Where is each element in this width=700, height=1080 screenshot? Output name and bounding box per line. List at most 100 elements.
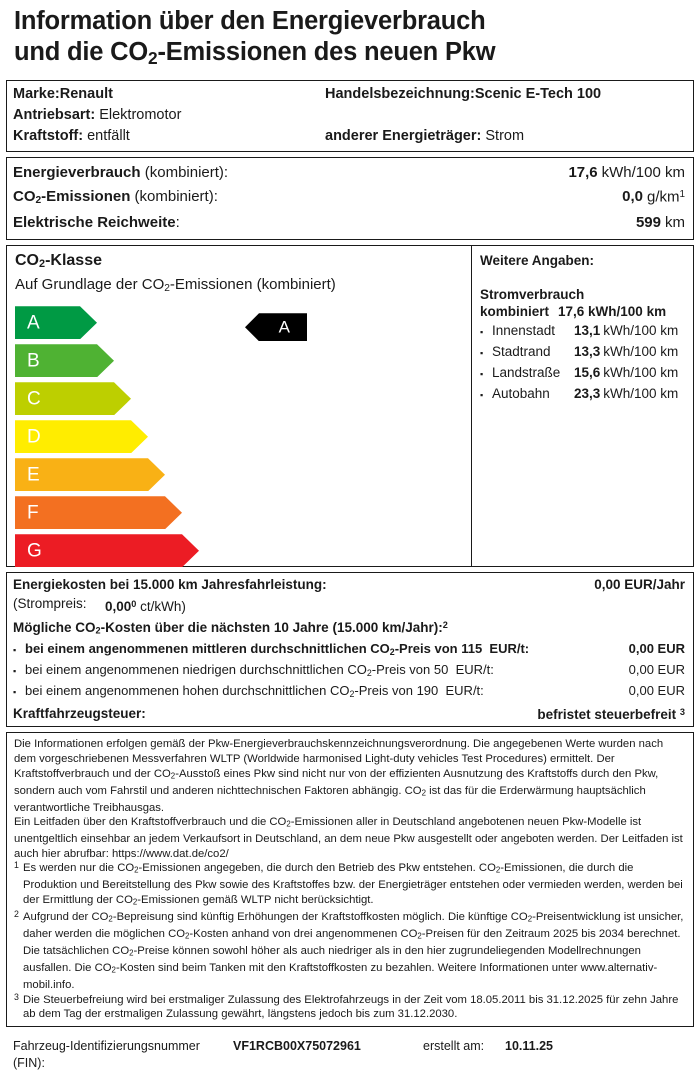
- row-strompreis: (Strompreis: 0,000 ct/kWh): [13, 595, 685, 616]
- antriebsart-value: Elektromotor: [99, 106, 182, 123]
- co2-cost-text-b: -Preis von: [371, 662, 431, 678]
- list-bullet-icon: ▪: [13, 666, 17, 677]
- footnote-1-c: -Emissionen, die durch die Produktion un…: [23, 862, 683, 907]
- energieverbrauch-unit: kWh/100 km: [601, 163, 685, 181]
- co2-cost-value: 0,00 EUR: [628, 682, 685, 698]
- kfz-steuer-value: befristet steuerbefreit: [537, 706, 677, 722]
- identity-row-kraftstoff: Kraftstoff: entfällt anderer Energieträg…: [13, 126, 687, 147]
- co2-costs-heading-subscript: 2: [95, 625, 101, 636]
- antriebsart-label: Antriebsart:: [13, 106, 96, 123]
- efficiency-bar-letter: D: [27, 426, 41, 448]
- energietraeger-label: anderer Energieträger:: [325, 127, 482, 144]
- energieverbrauch-label-rest: (kombiniert):: [140, 163, 229, 181]
- marke-label: Marke:: [13, 85, 60, 102]
- efficiency-bar-letter: B: [27, 350, 40, 372]
- energieverbrauch-label: Energieverbrauch (kombiniert):: [13, 162, 568, 184]
- efficiency-bar-letter: E: [27, 464, 40, 486]
- legal-p1-sub2: 2: [421, 788, 426, 798]
- list-bullet-icon: ▪: [13, 686, 17, 697]
- list-bullet-icon: ▪: [480, 327, 484, 338]
- co2-costs-heading-footnote: 2: [442, 619, 448, 630]
- efficiency-bar-shape: [15, 458, 165, 491]
- efficiency-bar-c: C: [15, 382, 199, 415]
- stromverbrauch-item-unit: kWh/100 km: [603, 365, 679, 381]
- stromverbrauch-combined-label: kombiniert: [480, 304, 550, 320]
- stromverbrauch-combined-row: kombiniert 17,6 kWh/100 km: [480, 303, 689, 321]
- co2-cost-unit: EUR/t:: [489, 641, 530, 657]
- co2-cost-text-b: -Preis von: [394, 641, 458, 657]
- stromverbrauch-item-value: 15,6: [574, 365, 601, 381]
- footnote-1-sub1: 2: [134, 865, 139, 875]
- energietraeger-field: anderer Energieträger: Strom: [325, 126, 687, 147]
- legal-disclaimer-block: Die Informationen erfolgen gemäß der Pkw…: [6, 732, 694, 1027]
- handelsbezeichnung-value: Scenic E-Tech 100: [474, 85, 602, 102]
- marke-field: Marke:Renault: [13, 84, 325, 105]
- legal-p1-a: Die Informationen erfolgen gemäß der Pkw…: [14, 738, 664, 780]
- footer-row: Fahrzeug-Identifizierungsnummer (FIN): V…: [6, 1032, 694, 1072]
- kfz-steuer-footnote: 3: [679, 706, 685, 717]
- legal-p2-sub: 2: [286, 819, 291, 829]
- footnote-2-g: -Kosten sind beim Tanken mit den Kraftst…: [23, 962, 658, 992]
- fin-label: Fahrzeug-Identifizierungsnummer (FIN):: [13, 1038, 200, 1070]
- co2-cost-row: ▪ bei einem angenommenen hohen durchschni…: [13, 682, 685, 703]
- identity-row-marke: Marke:Renault Handelsbezeichnung:Scenic …: [13, 84, 687, 105]
- efficiency-bar-f: F: [15, 496, 199, 529]
- co2-cost-row: ▪ bei einem angenommenen mittleren durchs…: [13, 640, 685, 661]
- consumption-block: Energieverbrauch (kombiniert): 17,6 kWh/…: [6, 156, 694, 241]
- stromverbrauch-item: ▪ Stadtrand 13,3 kWh/100 km: [480, 342, 689, 363]
- efficiency-bar-letter: G: [27, 540, 42, 562]
- co2-class-marker: A: [245, 313, 307, 342]
- efficiency-bar-d: D: [15, 420, 199, 453]
- legal-p1-c: ist das für die Erderwärmung hauptsächli…: [14, 784, 646, 814]
- title-co2-subscript: 2: [148, 47, 158, 68]
- co2-emissionen-label: CO2-Emissionen (kombiniert):: [13, 186, 622, 212]
- stromverbrauch-item-label: Autobahn: [492, 386, 550, 402]
- co2-cost-text-a: bei einem angenommenen mittleren durchsc…: [25, 641, 390, 657]
- footnote-1-a: Es werden nur die CO: [23, 862, 135, 875]
- co2-cost-subscript: 2: [366, 667, 372, 678]
- reichweite-unit: km: [665, 214, 685, 232]
- footnote-3: 3 Die Steuerbefreiung wird bei erstmalig…: [14, 992, 686, 1022]
- co2-class-heading-subscript: 2: [39, 258, 46, 271]
- list-bullet-icon: ▪: [13, 645, 17, 656]
- reichweite-value: 599: [635, 214, 661, 232]
- stromverbrauch-combined-unit: kWh/100 km: [588, 304, 667, 320]
- efficiency-bar-shape: [15, 382, 131, 415]
- footnote-1-sub2: 2: [495, 865, 501, 875]
- co2-label-part-b: -Emissionen: [41, 188, 131, 206]
- legal-p2-a: Ein Leitfaden über den Kraftstoffverbrau…: [14, 816, 287, 829]
- antriebsart-field: Antriebsart: Elektromotor: [13, 105, 325, 126]
- kraftstoff-field: Kraftstoff: entfällt: [13, 126, 325, 147]
- co2-cost-price: 50: [433, 662, 449, 678]
- efficiency-bar-e: E: [15, 458, 199, 491]
- vehicle-identity-block: Marke:Renault Handelsbezeichnung:Scenic …: [6, 79, 694, 152]
- footnote-2-marker: 2: [14, 909, 19, 920]
- co2-cost-row-text: bei einem angenommenen hohen durchschnit…: [25, 682, 629, 703]
- co2-cost-subscript: 2: [389, 647, 395, 658]
- co2-cost-unit: EUR/t:: [445, 682, 484, 698]
- co2-cost-price: 115: [461, 641, 483, 657]
- stromverbrauch-combined-value: 17,6 kWh/100 km: [558, 303, 666, 321]
- strompreis-value: 0,00: [105, 598, 132, 614]
- footnote-2: 2 Aufgrund der CO2-Bepreisung sind künft…: [14, 909, 686, 993]
- title-line-1: Information über den Energieverbrauch: [14, 7, 486, 35]
- co2-cost-rows: ▪ bei einem angenommenen mittleren durchs…: [13, 640, 685, 702]
- stromverbrauch-item-value: 13,1: [574, 323, 601, 339]
- footnote-1-b: -Emissionen angegeben, die durch den Bet…: [138, 862, 496, 875]
- marke-value: Renault: [59, 85, 113, 102]
- footnote-2-sub2: 2: [527, 914, 533, 924]
- footnote-2-b: -Bepreisung sind künftig Erhöhungen der …: [112, 911, 528, 924]
- page-title: Information über den Energieverbrauch un…: [6, 0, 694, 80]
- strompreis-value-group: 0,000 ct/kWh): [105, 595, 186, 616]
- co2-class-scale-panel: CO2-Klasse Auf Grundlage der CO2-Emissio…: [6, 245, 472, 568]
- efficiency-bar-letter: A: [27, 312, 40, 334]
- legal-paragraph-2: Ein Leitfaden über den Kraftstoffverbrau…: [14, 815, 686, 861]
- reichweite-label: Elektrische Reichweite:: [13, 212, 636, 234]
- list-bullet-icon: ▪: [480, 369, 484, 380]
- identity-spacer: [325, 105, 687, 126]
- stromverbrauch-breakdown-list: ▪ Innenstadt 13,1 kWh/100 km ▪ Stadtrand 13,3 k…: [480, 321, 689, 405]
- footnote-1-d: -Emissionen gemäß WLTP nicht berücksicht…: [137, 894, 374, 907]
- stromverbrauch-item-value: 13,3: [574, 344, 601, 360]
- efficiency-bar-shape: [15, 496, 182, 529]
